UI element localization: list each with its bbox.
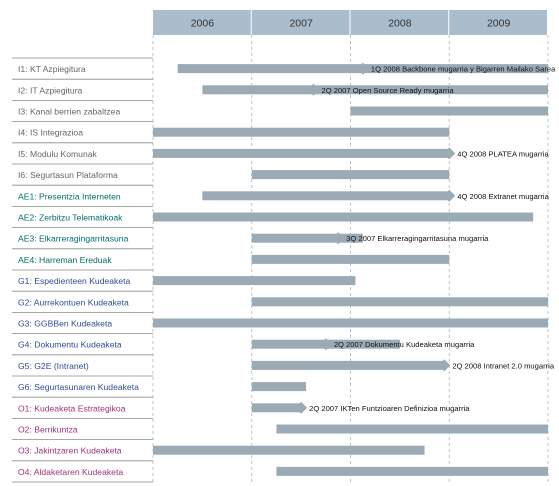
- task-bar: [276, 466, 548, 476]
- milestone-marker: [443, 189, 456, 202]
- milestone-marker: [332, 232, 345, 245]
- row-label: I5: Modulu Komunak: [18, 149, 98, 159]
- row-label: G5: G2E (Intranet): [18, 361, 89, 371]
- row-label: G2: Aurrekontuen Kudeaketa: [18, 297, 129, 307]
- year-header-label: 2008: [388, 18, 412, 30]
- year-header-cell: [153, 10, 251, 35]
- task-bar: [350, 106, 548, 116]
- row-label: G4: Dokumentu Kudeaketa: [18, 340, 122, 350]
- milestone-note: 3Q 2007 Elkarreragingarritasuna mugarria: [346, 234, 489, 243]
- task-bar: [153, 127, 450, 137]
- milestone-marker: [295, 401, 308, 414]
- year-header-label: 2009: [487, 18, 511, 30]
- milestone-note: 2Q 2008 Intranet 2.0 mugarria: [452, 361, 555, 370]
- milestone-marker: [319, 338, 332, 351]
- milestone-marker: [307, 83, 320, 96]
- task-bar: [153, 445, 425, 455]
- milestone-note: 1Q 2008 Backbone mugarria y Bigarren Mai…: [371, 65, 556, 74]
- milestone-note: 4Q 2008 Extranet mugarria: [457, 192, 549, 201]
- row-label: AE4: Harreman Ereduak: [18, 255, 112, 265]
- row-label: I3: Kanal berrien zabaltzea: [18, 107, 120, 117]
- row-label: I2: IT Azpiegitura: [18, 85, 83, 95]
- row-label: AE3: Elkarreragingarritasuna: [18, 234, 129, 244]
- task-bar: [251, 233, 363, 243]
- task-bar: [202, 85, 548, 95]
- task-bar: [276, 424, 548, 434]
- year-header-cell: [449, 10, 547, 35]
- task-bar: [153, 148, 450, 158]
- task-bar: [251, 297, 548, 307]
- milestone-marker: [443, 147, 456, 160]
- task-bar: [153, 212, 534, 222]
- task-bar: [251, 170, 450, 180]
- task-bar: [251, 254, 450, 264]
- row-label: O4: Aldaketaren Kudeaketa: [18, 467, 123, 477]
- row-label: I1: KT Azpiegitura: [18, 64, 86, 74]
- milestone-note: 2Q 2007 IKTen Funtzioaren Definizioa mug…: [309, 404, 470, 413]
- task-bar: [202, 191, 450, 201]
- row-label: O1: Kudeaketa Estrategikoa: [18, 403, 126, 413]
- row-label: I4: IS Integrazioa: [18, 128, 83, 138]
- row-label: I6: Segurtasun Plataforma: [18, 170, 118, 180]
- year-header-cell: [251, 10, 350, 35]
- milestone-note: 2Q 2007 Open Source Ready mugarria: [321, 86, 454, 95]
- milestone-marker: [438, 359, 451, 372]
- row-label: G3: GGBBen Kudeaketa: [18, 319, 112, 329]
- milestone-note: 2Q 2007 Dokumentu Kudeaketa mugarria: [334, 340, 475, 349]
- year-header-cell: [350, 10, 449, 35]
- row-label: O2: Berrikuntza: [18, 425, 78, 435]
- year-header-label: 2007: [289, 18, 313, 30]
- task-bar: [251, 360, 445, 370]
- milestone-marker: [356, 62, 369, 75]
- row-label: G1: Espedienteen Kudeaketa: [18, 276, 131, 286]
- task-bar: [153, 276, 356, 286]
- year-header-label: 2006: [191, 18, 215, 30]
- milestone-note: 4Q 2008 PLATEA mugarria: [457, 149, 549, 158]
- task-bar: [251, 382, 307, 392]
- row-label: O3: Jakintzaren Kudeaketa: [18, 446, 122, 456]
- row-label: AE2: Zerbitzu Telematikoak: [18, 213, 123, 223]
- task-bar: [153, 318, 548, 328]
- row-label: AE1: Presentzia Interneten: [18, 191, 121, 201]
- row-label: G6: Segurtasunaren Kudeaketa: [18, 382, 139, 392]
- task-bar: [251, 403, 302, 413]
